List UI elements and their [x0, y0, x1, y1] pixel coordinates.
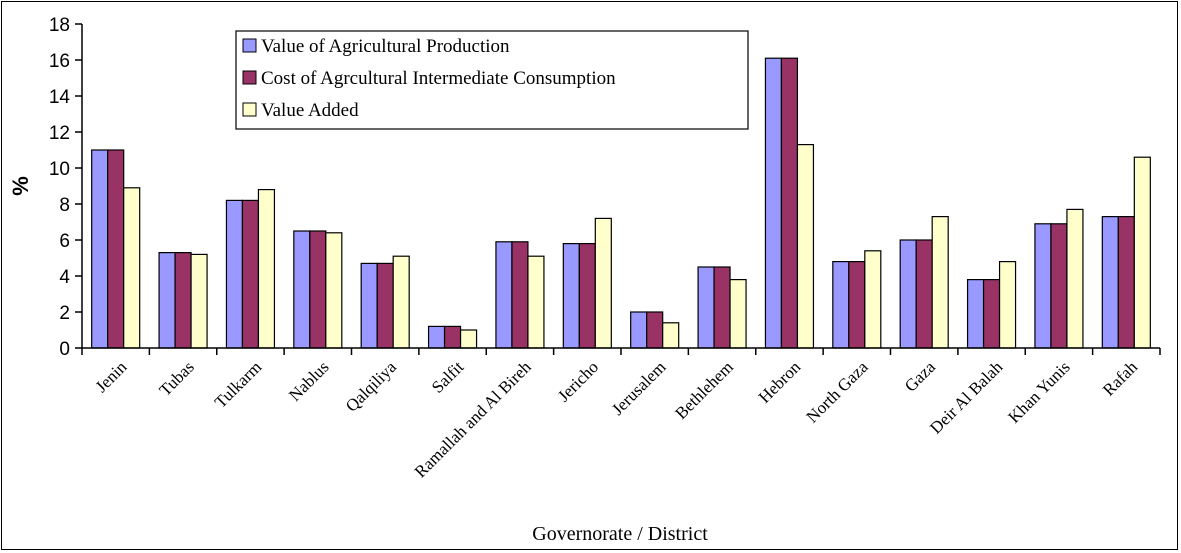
x-category-label: Jericho: [554, 357, 602, 405]
bar-value-added: [123, 187, 141, 349]
x-category-label: Ramallah and Al Bireh: [411, 357, 535, 481]
bar-value-added: [998, 261, 1017, 349]
legend-label: Value of Agricultural Production: [261, 36, 510, 57]
y-tick-label: 8: [59, 195, 70, 216]
legend-swatch: [242, 102, 257, 117]
x-category-label: Gaza: [901, 357, 939, 395]
x-category-label: Salfit: [428, 357, 468, 397]
bar-production: [1101, 216, 1119, 349]
y-tick-label: 16: [49, 51, 70, 72]
legend-label: Cost of Agrcultural Intermediate Consump…: [261, 68, 616, 89]
y-tick-label: 0: [59, 339, 70, 360]
bar-cost: [309, 230, 327, 349]
bar-production: [764, 57, 783, 349]
bar-production: [697, 266, 715, 349]
y-tick-label: 14: [49, 87, 71, 108]
bar-value-added: [257, 189, 276, 349]
x-category-label: Bethlehem: [671, 357, 737, 423]
bar-value-added: [594, 217, 612, 349]
bar-cost: [1117, 216, 1135, 349]
legend: Value of Agricultural Production Cost of …: [235, 30, 749, 130]
legend-label: Value Added: [261, 100, 359, 121]
bar-production: [293, 230, 311, 349]
bar-production: [630, 311, 648, 349]
bar-value-added: [864, 250, 882, 349]
x-axis-labels: Jenin Tubas Tulkarm Nablus Qalqiliya SalfitRa…: [92, 357, 1142, 481]
bar-cost: [376, 262, 394, 349]
y-tick-label: 18: [49, 15, 70, 36]
bar-cost: [713, 266, 731, 349]
bar-production: [899, 239, 917, 349]
x-category-label: Jerusalem: [608, 357, 670, 419]
bar-production: [158, 252, 176, 349]
legend-box: [235, 30, 749, 130]
bar-cost: [107, 149, 125, 349]
axes: [81, 24, 1161, 355]
bar-production: [427, 325, 446, 349]
x-category-label: Jenin: [92, 357, 131, 396]
bar-value-added: [662, 322, 680, 349]
y-tick-label: 4: [59, 267, 70, 288]
bar-value-added: [459, 329, 478, 349]
bar-cost: [848, 261, 866, 349]
x-axis-title: Governorate / District: [532, 523, 708, 545]
bar-cost: [241, 199, 260, 349]
bar-cost: [982, 279, 1001, 349]
x-category-label: Deir Al Balah: [926, 357, 1007, 438]
bar-production: [832, 261, 850, 349]
x-category-label: Tubas: [155, 357, 197, 399]
bar-production: [495, 241, 513, 349]
bar-production: [91, 149, 109, 349]
bar-value-added: [1133, 156, 1151, 349]
bar-cost: [646, 311, 664, 349]
x-category-label: Tulkarm: [211, 357, 265, 411]
bar-value-added: [796, 144, 815, 349]
bar-value-added: [729, 279, 747, 349]
bar-value-added: [190, 253, 208, 349]
y-axis-title: %: [8, 176, 33, 196]
bar-production: [1034, 223, 1052, 349]
y-axis-ticks: 0 2 4 6 8 10 12 14 16 18: [49, 15, 82, 360]
bar-production: [562, 243, 580, 349]
bar-cost: [511, 241, 529, 349]
x-category-label: Khan Yunis: [1004, 357, 1073, 426]
bar-value-added: [392, 255, 410, 349]
bar-production: [225, 199, 244, 349]
bar-value-added: [1066, 208, 1084, 349]
bar-cost: [915, 239, 933, 349]
x-category-label: North Gaza: [802, 357, 871, 426]
bars: [91, 57, 1151, 349]
bar-cost: [780, 57, 799, 349]
bar-value-added: [931, 216, 949, 349]
x-category-label: Nablus: [285, 357, 332, 404]
bar-cost: [174, 252, 192, 349]
legend-swatch: [242, 38, 257, 53]
y-tick-label: 6: [59, 231, 70, 252]
bar-cost: [578, 243, 596, 349]
y-tick-label: 12: [49, 123, 70, 144]
legend-swatch: [242, 70, 257, 85]
x-category-label: Qalqiliya: [342, 357, 400, 415]
x-category-label: Rafah: [1099, 357, 1141, 399]
bar-cost: [443, 325, 462, 349]
x-category-label: Hebron: [755, 357, 805, 407]
y-tick-label: 10: [49, 159, 70, 180]
bar-value-added: [527, 255, 545, 349]
bar-production: [360, 262, 378, 349]
y-tick-label: 2: [59, 303, 70, 324]
bar-value-added: [325, 232, 343, 349]
bar-cost: [1050, 223, 1068, 349]
bar-production: [966, 279, 985, 349]
